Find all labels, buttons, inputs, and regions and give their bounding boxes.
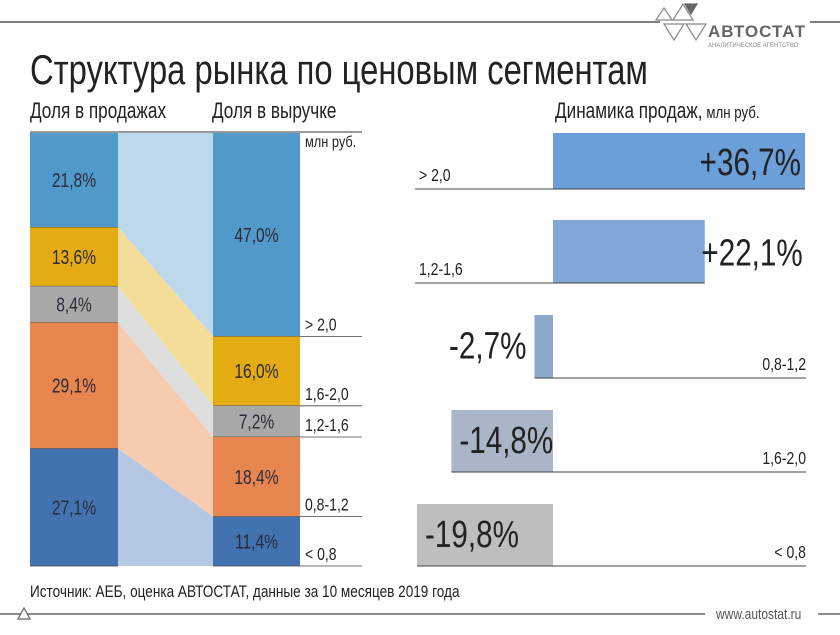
revenue-share-label: 18,4%: [234, 466, 278, 488]
header-sales: Доля в продажах: [30, 99, 166, 124]
segment-label: 1,6-2,0: [762, 448, 806, 468]
segment-label: 0,8-1,2: [762, 354, 806, 374]
revenue-share-label: 7,2%: [239, 411, 275, 433]
price-segment-label: > 2,0: [305, 315, 337, 335]
change-label: -19,8%: [425, 514, 519, 556]
share-chart: 21,8% 13,6% 8,4% 29,1% 27,1% 47,0% > 2,0 16,0% 1…: [30, 133, 362, 567]
sales-share-label: 29,1%: [52, 375, 96, 397]
page-title: Структура рынка по ценовым сегментам: [30, 46, 648, 93]
price-segment-label: 0,8-1,2: [305, 495, 349, 515]
sales-share-label: 8,4%: [56, 294, 92, 316]
link-band-3: [118, 322, 213, 517]
header-revenue: Доля в выручке: [212, 99, 336, 124]
sales-dynamics-bar: [534, 315, 553, 378]
revenue-share-bar: [213, 436, 300, 517]
segment-label: < 0,8: [774, 542, 806, 562]
revenue-share-bar: [213, 336, 300, 406]
link-band-2: [118, 286, 213, 437]
change-label: -2,7%: [449, 325, 526, 367]
price-segment-label: < 0,8: [305, 544, 337, 564]
link-band-0: [118, 133, 213, 337]
revenue-share-label: 16,0%: [234, 360, 278, 382]
dynamics-chart: > 2,0 +36,7% 1,2-1,6 +22,1% 0,8-1,2 -2,7% 1,6-…: [415, 133, 806, 567]
sales-share-bar: [30, 133, 118, 228]
revenue-share-bar: [213, 516, 300, 566]
change-label: -14,8%: [459, 420, 553, 462]
revenue-share-bar: [213, 405, 300, 437]
logo-name: АВТОСТАТ: [708, 22, 806, 41]
sales-share-bar: [30, 322, 118, 449]
sales-share-bar: [30, 448, 118, 566]
sales-dynamics-bar: [451, 410, 553, 472]
sales-dynamics-bar: [417, 504, 553, 566]
sales-dynamics-bar: [553, 133, 805, 189]
segment-label: > 2,0: [419, 165, 451, 185]
sales-share-bar: [30, 227, 118, 287]
segment-label: 1,2-1,6: [419, 259, 463, 279]
link-band-4: [118, 448, 213, 566]
logo-icon: [654, 2, 708, 42]
source-note: Источник: АЕБ, оценка АВТОСТАТ, данные з…: [30, 583, 460, 602]
revenue-share-bar: [213, 133, 300, 337]
revenue-share-label: 11,4%: [235, 530, 278, 552]
sales-dynamics-bar: [553, 220, 705, 283]
bottom-logo-icon: [16, 606, 32, 620]
sales-share-label: 27,1%: [52, 496, 96, 518]
logo-tagline: АНАЛИТИЧЕСКОЕ АГЕНТСТВО: [708, 43, 799, 49]
change-label: +22,1%: [701, 232, 802, 274]
sales-share-label: 21,8%: [52, 169, 96, 191]
dynamics-title: Динамика продаж, млн руб.: [555, 99, 760, 124]
price-segment-label: 1,2-1,6: [305, 415, 349, 435]
revenue-share-label: 47,0%: [234, 224, 278, 246]
site-url: www.autostat.ru: [715, 606, 801, 623]
dynamics-unit: млн руб.: [706, 104, 759, 123]
price-segment-label: 1,6-2,0: [305, 384, 349, 404]
sales-share-bar: [30, 286, 118, 323]
unit-label: млн руб.: [305, 134, 356, 152]
dynamics-title-text: Динамика продаж,: [555, 99, 703, 124]
link-band-1: [118, 227, 213, 406]
sales-share-label: 13,6%: [52, 246, 96, 268]
change-label: +36,7%: [700, 142, 801, 184]
